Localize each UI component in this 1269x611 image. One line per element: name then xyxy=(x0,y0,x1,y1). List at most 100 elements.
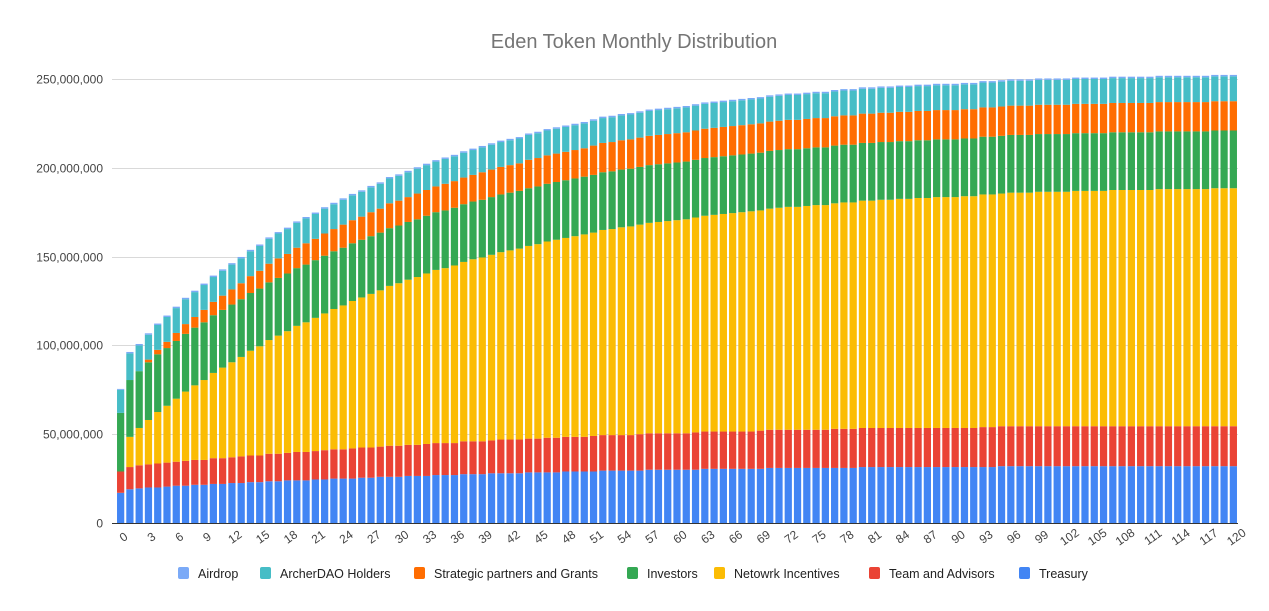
bar-segment-investors xyxy=(367,236,375,294)
bar-segment-netowrk-incentives xyxy=(534,244,542,439)
bar-segment-investors xyxy=(385,228,394,286)
bar-stack-month-62 xyxy=(691,104,700,523)
bar-segment-archerdao-holders xyxy=(460,152,468,178)
bar-stack-month-94 xyxy=(988,81,996,523)
bar-segment-investors xyxy=(376,232,384,291)
bar-segment-investors xyxy=(478,199,486,258)
bar-segment-netowrk-incentives xyxy=(905,198,913,428)
bar-stack-month-43 xyxy=(515,137,523,523)
bar-segment-archerdao-holders xyxy=(1072,79,1080,104)
bar-segment-airdrop xyxy=(1118,76,1126,79)
bar-segment-archerdao-holders xyxy=(219,270,227,296)
legend-item-archerdao-holders[interactable]: ArcherDAO Holders xyxy=(260,567,390,581)
bar-segment-team-and-advisors xyxy=(515,439,523,474)
bar-stack-month-8 xyxy=(191,290,199,523)
bar-segment-netowrk-incentives xyxy=(580,234,588,437)
legend: Airdrop ArcherDAO Holders Strategic partne… xyxy=(178,567,1089,581)
bar-stack-month-86 xyxy=(914,84,922,523)
bar-segment-strategic-partners-and-grants xyxy=(877,112,885,143)
bar-segment-team-and-advisors xyxy=(1090,426,1098,467)
bar-segment-team-and-advisors xyxy=(1127,426,1135,467)
bar-segment-netowrk-incentives xyxy=(673,220,681,434)
bar-segment-treasury xyxy=(627,470,635,523)
bar-stack-month-113 xyxy=(1164,75,1173,523)
bar-segment-treasury xyxy=(330,478,338,523)
bar-segment-airdrop xyxy=(645,109,653,111)
bar-stack-month-7 xyxy=(181,297,190,523)
bar-segment-treasury xyxy=(469,474,477,523)
bar-segment-team-and-advisors xyxy=(654,433,663,470)
bar-segment-strategic-partners-and-grants xyxy=(274,258,282,278)
bar-segment-strategic-partners-and-grants xyxy=(543,155,551,184)
bar-segment-netowrk-incentives xyxy=(515,248,523,440)
bar-segment-netowrk-incentives xyxy=(228,362,236,458)
legend-item-strategic-partners-and-grants[interactable]: Strategic partners and Grants xyxy=(414,567,598,581)
bar-segment-treasury xyxy=(181,485,190,523)
bar-segment-strategic-partners-and-grants xyxy=(534,158,542,187)
bar-segment-archerdao-holders xyxy=(497,142,505,167)
bar-segment-netowrk-incentives xyxy=(812,205,820,430)
bar-segment-team-and-advisors xyxy=(886,427,894,468)
bar-segment-archerdao-holders xyxy=(543,130,551,156)
legend-item-netowrk-incentives[interactable]: Netowrk Incentives xyxy=(714,567,840,581)
bar-segment-archerdao-holders xyxy=(738,100,746,126)
bar-segment-treasury xyxy=(1062,466,1071,523)
bar-segment-airdrop xyxy=(951,83,959,86)
bar-segment-airdrop xyxy=(784,93,792,95)
bar-segment-strategic-partners-and-grants xyxy=(710,127,718,158)
legend-item-team-and-advisors[interactable]: Team and Advisors xyxy=(869,567,995,581)
bar-segment-airdrop xyxy=(460,151,468,153)
bar-stack-month-110 xyxy=(1137,76,1145,523)
bar-segment-team-and-advisors xyxy=(1229,426,1237,467)
bar-segment-treasury xyxy=(1201,466,1210,523)
bar-segment-airdrop xyxy=(562,125,570,127)
bar-stack-month-34 xyxy=(432,160,440,523)
bar-segment-investors xyxy=(348,243,357,301)
bar-segment-archerdao-holders xyxy=(154,324,162,350)
bar-segment-strategic-partners-and-grants xyxy=(1044,104,1052,135)
bar-stack-month-50 xyxy=(580,121,588,523)
bar-segment-archerdao-holders xyxy=(265,238,273,264)
bar-segment-archerdao-holders xyxy=(701,103,709,129)
bar-segment-airdrop xyxy=(135,343,143,346)
bar-segment-netowrk-incentives xyxy=(1081,190,1089,427)
bar-segment-team-and-advisors xyxy=(775,429,783,468)
bar-segment-netowrk-incentives xyxy=(283,331,292,453)
bar-segment-treasury xyxy=(979,467,987,523)
legend-item-investors[interactable]: Investors xyxy=(627,567,698,581)
bar-segment-netowrk-incentives xyxy=(1127,190,1135,427)
bar-segment-airdrop xyxy=(163,315,171,317)
bar-segment-archerdao-holders xyxy=(404,172,412,198)
bar-segment-airdrop xyxy=(552,127,561,129)
bar-segment-strategic-partners-and-grants xyxy=(209,301,217,316)
bar-segment-archerdao-holders xyxy=(135,345,143,372)
bar-stack-month-0 xyxy=(117,388,125,523)
legend-item-airdrop[interactable]: Airdrop xyxy=(178,567,238,581)
bar-segment-treasury xyxy=(729,468,737,523)
bar-segment-treasury xyxy=(1137,466,1145,523)
bar-segment-airdrop xyxy=(682,106,690,108)
bar-segment-netowrk-incentives xyxy=(654,221,663,434)
bar-segment-team-and-advisors xyxy=(321,450,329,480)
bar-segment-strategic-partners-and-grants xyxy=(1164,102,1173,132)
bar-segment-strategic-partners-and-grants xyxy=(914,110,922,141)
bar-segment-treasury xyxy=(1220,466,1228,523)
bar-segment-investors xyxy=(126,380,134,437)
legend-item-treasury[interactable]: Treasury xyxy=(1019,567,1089,581)
bar-stack-month-90 xyxy=(951,83,959,523)
bar-segment-netowrk-incentives xyxy=(367,293,375,448)
bar-segment-investors xyxy=(515,190,523,249)
bar-segment-netowrk-incentives xyxy=(571,236,579,437)
bar-segment-airdrop xyxy=(1183,75,1191,78)
bar-segment-netowrk-incentives xyxy=(358,297,366,448)
bar-segment-investors xyxy=(979,136,987,195)
bar-stack-month-92 xyxy=(970,82,978,523)
bar-segment-netowrk-incentives xyxy=(617,227,625,436)
bar-stack-month-115 xyxy=(1183,75,1191,523)
bar-segment-archerdao-holders xyxy=(478,147,486,173)
bar-segment-strategic-partners-and-grants xyxy=(895,111,904,142)
bar-segment-team-and-advisors xyxy=(1062,426,1071,467)
bar-segment-archerdao-holders xyxy=(423,165,431,190)
bar-segment-team-and-advisors xyxy=(181,460,190,486)
bar-segment-treasury xyxy=(1007,466,1015,523)
